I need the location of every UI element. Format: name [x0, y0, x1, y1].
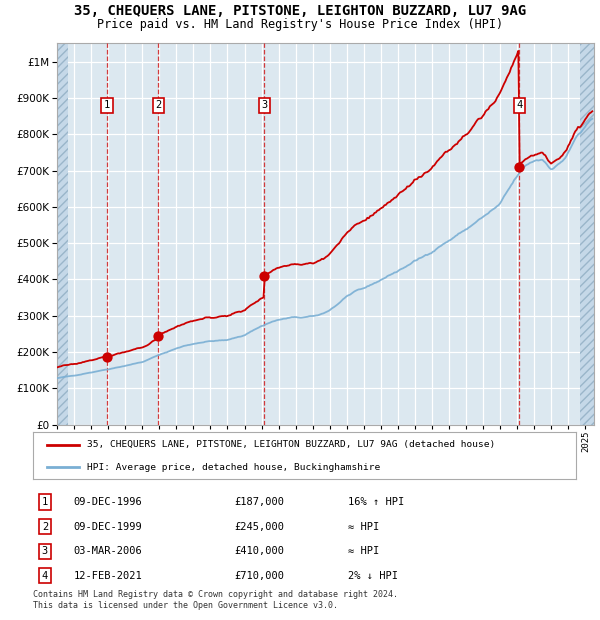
Text: 4: 4	[42, 570, 48, 581]
Point	[103, 352, 112, 361]
Text: 4: 4	[516, 100, 523, 110]
Text: £187,000: £187,000	[234, 497, 284, 507]
Point	[260, 271, 269, 281]
Text: Price paid vs. HM Land Registry's House Price Index (HPI): Price paid vs. HM Land Registry's House …	[97, 18, 503, 31]
Text: 16% ↑ HPI: 16% ↑ HPI	[348, 497, 404, 507]
Point	[154, 331, 163, 341]
Text: 09-DEC-1996: 09-DEC-1996	[74, 497, 142, 507]
Text: Contains HM Land Registry data © Crown copyright and database right 2024.
This d: Contains HM Land Registry data © Crown c…	[33, 590, 398, 609]
Text: 12-FEB-2021: 12-FEB-2021	[74, 570, 142, 581]
Bar	[580, 43, 594, 425]
Text: 3: 3	[262, 100, 268, 110]
Text: 1: 1	[42, 497, 48, 507]
Text: HPI: Average price, detached house, Buckinghamshire: HPI: Average price, detached house, Buck…	[88, 463, 380, 472]
Text: 3: 3	[42, 546, 48, 556]
Point	[515, 162, 524, 172]
Text: 2% ↓ HPI: 2% ↓ HPI	[348, 570, 398, 581]
Bar	[57, 43, 68, 425]
Text: 09-DEC-1999: 09-DEC-1999	[74, 521, 142, 531]
Text: 35, CHEQUERS LANE, PITSTONE, LEIGHTON BUZZARD, LU7 9AG: 35, CHEQUERS LANE, PITSTONE, LEIGHTON BU…	[74, 4, 526, 18]
Text: 1: 1	[104, 100, 110, 110]
Text: 2: 2	[155, 100, 161, 110]
Text: 03-MAR-2006: 03-MAR-2006	[74, 546, 142, 556]
Text: £245,000: £245,000	[234, 521, 284, 531]
Text: ≈ HPI: ≈ HPI	[348, 521, 379, 531]
Text: ≈ HPI: ≈ HPI	[348, 546, 379, 556]
Text: £710,000: £710,000	[234, 570, 284, 581]
Text: 2: 2	[42, 521, 48, 531]
Text: 35, CHEQUERS LANE, PITSTONE, LEIGHTON BUZZARD, LU7 9AG (detached house): 35, CHEQUERS LANE, PITSTONE, LEIGHTON BU…	[88, 440, 496, 450]
Text: £410,000: £410,000	[234, 546, 284, 556]
